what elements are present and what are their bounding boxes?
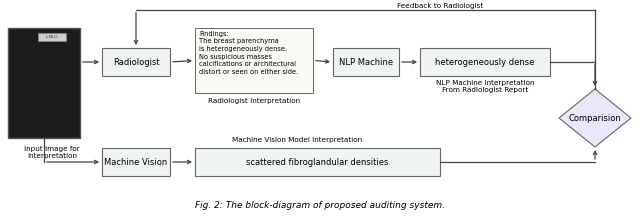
Text: Machine Vision: Machine Vision bbox=[104, 157, 168, 167]
Bar bbox=[333, 48, 399, 76]
Text: heterogeneously dense: heterogeneously dense bbox=[435, 58, 534, 66]
Text: Feedback to Radiologist: Feedback to Radiologist bbox=[397, 3, 483, 9]
Bar bbox=[102, 148, 170, 176]
Text: Fig. 2: The block-diagram of proposed auditing system.: Fig. 2: The block-diagram of proposed au… bbox=[195, 201, 445, 210]
Text: NLP Machine Interpretation
From Radiologist Report: NLP Machine Interpretation From Radiolog… bbox=[436, 80, 534, 93]
Text: Radiologist: Radiologist bbox=[113, 58, 159, 66]
Bar bbox=[195, 148, 440, 176]
Text: scattered fibroglandular densities: scattered fibroglandular densities bbox=[246, 157, 388, 167]
Text: Findings:
The breast parenchyma
is heterogeneously dense.
No suspicious masses
c: Findings: The breast parenchyma is heter… bbox=[199, 31, 298, 75]
Text: L-MLO: L-MLO bbox=[45, 35, 58, 39]
Text: NLP Machine: NLP Machine bbox=[339, 58, 393, 66]
Text: Machine Vision Model Interpretation: Machine Vision Model Interpretation bbox=[232, 137, 363, 143]
Bar bbox=[8, 28, 80, 138]
Bar bbox=[102, 48, 170, 76]
Text: Input Image for
Interpretation: Input Image for Interpretation bbox=[24, 146, 80, 159]
Bar bbox=[195, 28, 313, 93]
Polygon shape bbox=[559, 89, 631, 147]
Text: Comparision: Comparision bbox=[568, 114, 621, 123]
Bar bbox=[420, 48, 550, 76]
Bar bbox=[38, 33, 66, 41]
Text: Radiologist Interpretation: Radiologist Interpretation bbox=[208, 98, 300, 104]
